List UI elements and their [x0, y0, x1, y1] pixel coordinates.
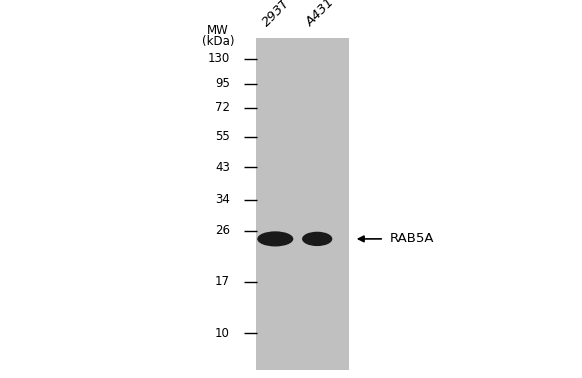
Text: 293T: 293T	[260, 0, 293, 29]
Text: 26: 26	[215, 224, 230, 237]
Bar	[256, 38, 349, 370]
Text: 17: 17	[215, 275, 230, 288]
Text: RAB5A: RAB5A	[390, 232, 434, 245]
Text: 130: 130	[208, 52, 230, 65]
Text: A431: A431	[303, 0, 337, 29]
Ellipse shape	[257, 231, 293, 246]
Ellipse shape	[302, 232, 332, 246]
Text: 95: 95	[215, 77, 230, 90]
Text: 72: 72	[215, 101, 230, 114]
Text: 43: 43	[215, 161, 230, 174]
Text: 34: 34	[215, 193, 230, 206]
Text: (kDa): (kDa)	[202, 35, 235, 48]
Text: 10: 10	[215, 327, 230, 340]
Text: MW: MW	[207, 24, 229, 37]
Text: 55: 55	[215, 130, 230, 143]
